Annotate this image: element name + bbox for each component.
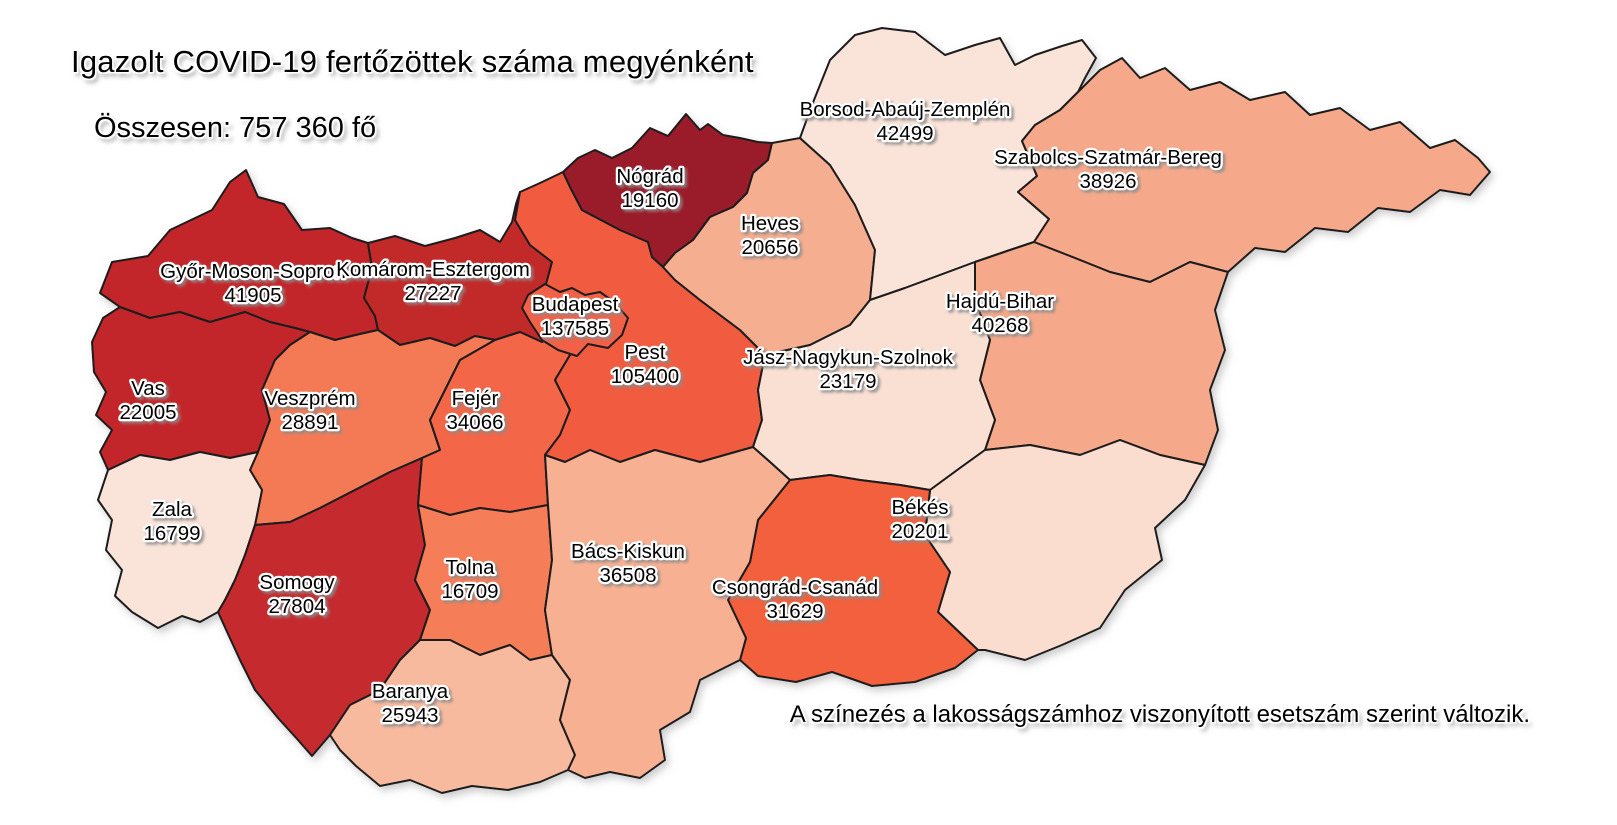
county-value-hajdu-bihar: 40268	[971, 314, 1028, 337]
county-value-bacs-kiskun: 36508	[599, 564, 656, 587]
county-szabolcs-szatmar-bereg	[1017, 57, 1491, 283]
county-name-komarom-esztergom: Komárom-Esztergom	[336, 258, 530, 281]
county-name-veszprem: Veszprém	[264, 387, 355, 410]
county-value-borsod-abauj-zemplen: 42499	[876, 122, 933, 145]
county-value-nograd: 19160	[621, 189, 678, 212]
county-name-vas: Vas	[131, 377, 165, 400]
county-value-heves: 20656	[741, 236, 798, 259]
county-bekes	[924, 439, 1206, 661]
county-name-bekes: Békés	[892, 496, 949, 519]
county-value-somogy: 27804	[268, 595, 325, 618]
county-name-csongrad-csanad: Csongrád-Csanád	[712, 576, 878, 599]
county-value-fejer: 34066	[446, 411, 503, 434]
county-value-vas: 22005	[119, 401, 176, 424]
county-value-zala: 16799	[143, 522, 200, 545]
county-value-pest: 105400	[611, 365, 679, 388]
county-value-gyor-moson-sopron: 41905	[224, 284, 281, 307]
county-value-komarom-esztergom: 27227	[404, 282, 461, 305]
county-baranya	[329, 639, 576, 794]
county-name-pest: Pest	[624, 341, 665, 364]
county-bacs-kiskun	[544, 446, 791, 779]
county-name-hajdu-bihar: Hajdú-Bihar	[946, 290, 1054, 313]
county-value-baranya: 25943	[381, 704, 438, 727]
county-labels-layer: Győr-Moson-Sopron41905Komárom-Esztergom2…	[117, 96, 1224, 730]
county-name-borsod-abauj-zemplen: Borsod-Abaúj-Zemplén	[800, 98, 1011, 121]
color-note: A színezés a lakosságszámhoz viszonyítot…	[789, 701, 1530, 728]
county-name-baranya: Baranya	[372, 680, 449, 703]
county-value-szabolcs-szatmar-bereg: 38926	[1079, 170, 1136, 193]
page-title: Igazolt COVID-19 fertőzöttek száma megyé…	[71, 44, 754, 79]
county-hajdu-bihar	[974, 241, 1229, 466]
total-count: Összesen: 757 360 fő	[94, 112, 377, 144]
county-value-csongrad-csanad: 31629	[766, 600, 823, 623]
county-name-bacs-kiskun: Bács-Kiskun	[571, 540, 685, 563]
county-budapest	[521, 283, 629, 357]
county-name-szabolcs-szatmar-bereg: Szabolcs-Szatmár-Bereg	[994, 146, 1222, 169]
county-value-tolna: 16709	[441, 580, 498, 603]
county-shapes-layer	[91, 27, 1491, 794]
county-name-zala: Zala	[152, 498, 192, 521]
county-name-budapest: Budapest	[532, 293, 619, 316]
county-value-bekes: 20201	[891, 520, 948, 543]
county-name-heves: Heves	[741, 212, 799, 235]
county-name-somogy: Somogy	[259, 571, 335, 594]
county-name-fejer: Fejér	[452, 387, 499, 410]
county-name-jasz-nagykun-szolnok: Jász-Nagykun-Szolnok	[743, 346, 953, 369]
county-value-budapest: 137585	[541, 317, 609, 340]
county-value-jasz-nagykun-szolnok: 23179	[819, 370, 876, 393]
county-name-nograd: Nógrád	[616, 165, 683, 188]
county-value-veszprem: 28891	[281, 411, 338, 434]
county-name-tolna: Tolna	[445, 556, 495, 579]
county-name-gyor-moson-sopron: Győr-Moson-Sopron	[160, 260, 346, 283]
